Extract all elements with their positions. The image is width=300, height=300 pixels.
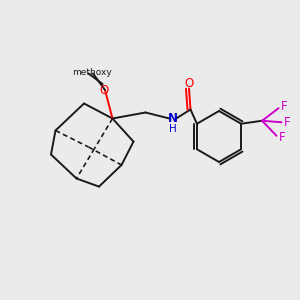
Text: O: O [99,83,108,97]
Text: F: F [279,131,285,144]
Text: F: F [284,116,291,129]
Text: N: N [168,112,178,125]
Text: H: H [169,124,177,134]
Text: O: O [184,76,194,90]
Text: methoxy: methoxy [72,68,111,77]
Text: F: F [281,100,287,113]
